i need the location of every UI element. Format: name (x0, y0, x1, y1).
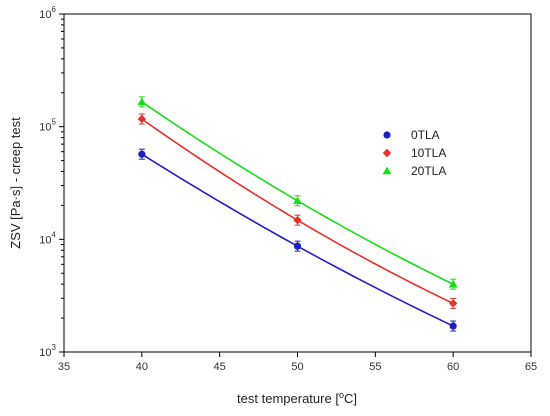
x-tick-label: 45 (214, 361, 226, 373)
legend: 0TLA 10TLA 20TLA (382, 128, 446, 178)
y-tick-label: 104 (39, 230, 56, 246)
x-axis-ticks: 35 40 45 50 55 60 65 (58, 352, 537, 373)
y-tick-label-base: 10 (39, 122, 51, 134)
series-0TLA (138, 148, 457, 332)
x-axis-title-prefix: test temperature [ (237, 391, 339, 406)
data-point (449, 322, 457, 330)
x-axis-title-suffix: C] (344, 391, 357, 406)
data-point (137, 97, 147, 106)
legend-label: 0TLA (411, 128, 440, 142)
y-tick-label-base: 10 (39, 9, 51, 21)
x-axis-title: test temperature [oC] (237, 390, 357, 406)
legend-label: 10TLA (411, 146, 446, 160)
x-tick-label: 55 (369, 361, 381, 373)
data-point (137, 114, 147, 124)
legend-label: 20TLA (411, 164, 446, 178)
legend-marker (382, 148, 392, 158)
x-tick-label: 40 (136, 361, 148, 373)
plot-frame (63, 13, 532, 353)
series-line (141, 118, 454, 305)
series-line (141, 153, 454, 327)
x-tick-label: 65 (525, 361, 537, 373)
y-tick-label: 103 (39, 343, 56, 359)
y-tick-label-exp: 6 (52, 5, 57, 14)
y-tick-label-exp: 5 (52, 118, 57, 127)
y-tick-label-exp: 3 (52, 343, 57, 352)
legend-marker (383, 131, 391, 139)
data-point (293, 215, 302, 225)
data-point (138, 150, 146, 158)
y-tick-label-base: 10 (39, 347, 51, 359)
data-point (448, 299, 458, 308)
x-axis-title-sup: o (339, 390, 344, 400)
legend-marker (382, 166, 392, 175)
legend-item-10TLA: 10TLA (382, 146, 446, 160)
series-20TLA (137, 96, 458, 290)
legend-item-20TLA: 20TLA (382, 164, 446, 178)
series-10TLA (137, 113, 458, 309)
data-point (293, 196, 302, 205)
y-tick-label: 106 (39, 5, 56, 21)
series-line (141, 101, 454, 285)
y-tick-label-base: 10 (39, 234, 51, 246)
y-tick-label-exp: 4 (52, 230, 57, 239)
y-tick-label: 105 (39, 118, 56, 134)
legend-item-0TLA: 0TLA (383, 128, 440, 142)
x-tick-label: 60 (447, 361, 459, 373)
y-axis-title: ZSV [Pa·s] - creep test (8, 117, 23, 249)
data-point (293, 242, 302, 250)
x-tick-label: 35 (58, 361, 70, 373)
x-tick-label: 50 (291, 361, 303, 373)
series-layer (137, 96, 458, 332)
data-point (448, 279, 458, 288)
